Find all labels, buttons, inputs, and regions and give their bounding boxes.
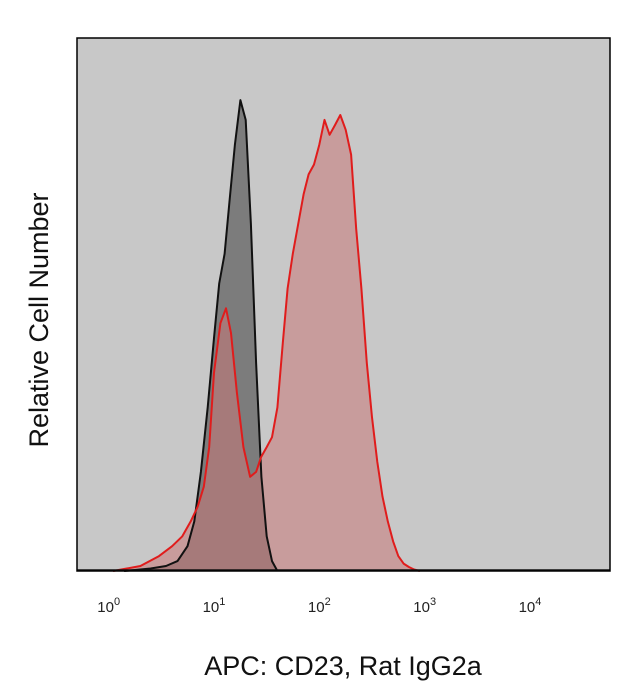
series-1-line xyxy=(124,99,279,572)
plot-frame xyxy=(76,37,611,572)
x-tick-label-0: 100 xyxy=(97,596,120,616)
x-axis-ticks: 100 101 102 103 104 xyxy=(97,596,541,616)
x-tick-label-3: 103 xyxy=(413,596,436,616)
x-axis-label: APC: CD23, Rat IgG2a xyxy=(204,651,483,681)
y-axis-label: Relative Cell Number xyxy=(24,192,54,447)
x-tick-label-4: 104 xyxy=(519,596,542,616)
x-tick-label-2: 102 xyxy=(308,596,331,616)
x-tick-label-1: 101 xyxy=(203,596,226,616)
series-layer xyxy=(77,99,610,572)
series-2-area xyxy=(113,115,420,571)
series-2-line xyxy=(112,114,421,572)
